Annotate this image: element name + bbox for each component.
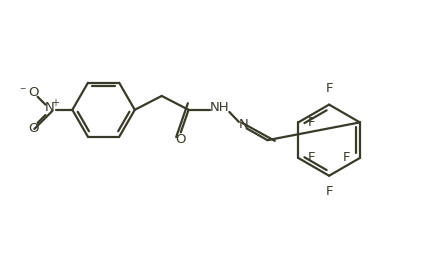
Text: O: O: [28, 86, 38, 99]
Text: F: F: [343, 151, 350, 164]
Text: +: +: [52, 98, 59, 108]
Text: F: F: [308, 151, 316, 164]
Text: O: O: [176, 133, 186, 146]
Text: N: N: [238, 119, 248, 132]
Text: NH: NH: [210, 101, 229, 114]
Text: F: F: [325, 185, 333, 198]
Text: O: O: [28, 122, 38, 135]
Text: $^-$: $^-$: [18, 87, 27, 97]
Text: F: F: [308, 116, 316, 129]
Text: F: F: [325, 82, 333, 95]
Text: N: N: [45, 101, 55, 114]
